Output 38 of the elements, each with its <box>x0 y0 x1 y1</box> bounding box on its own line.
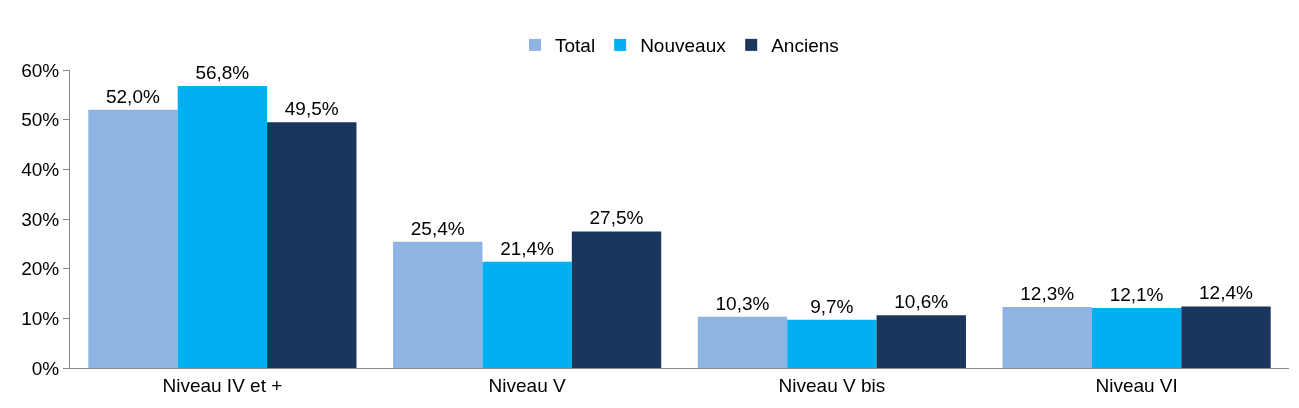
bar <box>787 319 877 368</box>
y-tick-label: 30% <box>21 208 60 230</box>
bar <box>177 85 268 368</box>
bar <box>1091 307 1182 368</box>
x-tick-label: Niveau VI <box>1095 374 1178 396</box>
y-tick-label: 60% <box>21 59 60 81</box>
bar <box>1181 306 1271 368</box>
data-label: 12,3% <box>1020 282 1075 304</box>
bar <box>393 241 483 368</box>
x-tick-label: Niveau V <box>488 374 566 396</box>
data-label: 10,3% <box>715 292 770 314</box>
y-tick-label: 0% <box>31 357 60 379</box>
bar <box>482 261 572 368</box>
y-tick-label: 10% <box>21 307 60 329</box>
data-label: 10,6% <box>894 291 949 313</box>
legend-label: Anciens <box>771 35 839 57</box>
data-label: 27,5% <box>589 207 644 229</box>
bar <box>88 109 178 368</box>
data-label: 56,8% <box>195 61 250 83</box>
bar <box>267 122 357 368</box>
data-label: 52,0% <box>105 85 160 107</box>
data-label: 12,4% <box>1199 282 1253 304</box>
bar <box>876 315 966 368</box>
y-tick-label: 20% <box>21 258 60 280</box>
data-label: 9,7% <box>810 295 854 317</box>
bar <box>697 316 788 368</box>
legend-label: Total <box>555 35 596 57</box>
y-tick-label: 50% <box>21 109 60 131</box>
bar <box>571 231 662 368</box>
bar <box>1002 306 1092 368</box>
data-label: 21,4% <box>500 237 555 259</box>
legend-label: Nouveaux <box>640 35 727 57</box>
x-tick-label: Niveau V bis <box>778 374 886 396</box>
data-label: 25,4% <box>410 217 465 239</box>
data-label: 49,5% <box>284 98 339 120</box>
y-tick-label: 40% <box>21 158 60 180</box>
data-label: 12,1% <box>1109 283 1164 305</box>
x-tick-label: Niveau IV et + <box>162 374 283 396</box>
